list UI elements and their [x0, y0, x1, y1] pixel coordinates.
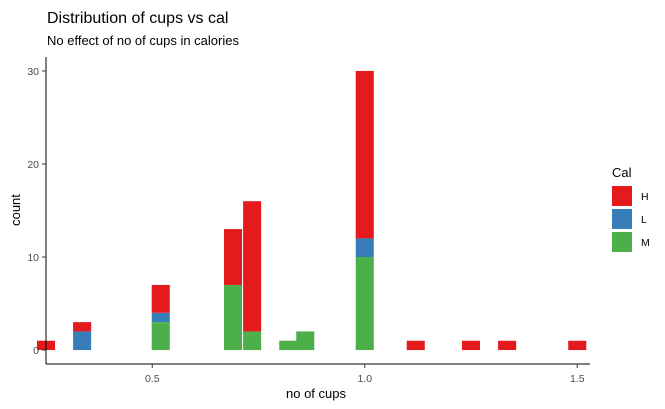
legend-swatch-M — [612, 232, 632, 252]
y-tick-label: 20 — [27, 159, 39, 171]
y-tick-label: 30 — [27, 66, 39, 78]
bars-layer — [36, 70, 587, 351]
x-axis-ticks: 0.5 1.0 1.5 — [145, 364, 585, 385]
bar-segment-M — [243, 331, 262, 351]
bar-segment-L — [73, 331, 92, 351]
bar-segment-L — [355, 238, 374, 258]
legend-label-M: M — [641, 237, 650, 249]
x-tick-label: 1.5 — [570, 373, 585, 385]
bar-segment-M — [296, 331, 315, 351]
x-tick-label: 0.5 — [145, 373, 160, 385]
x-tick-label: 1.0 — [357, 373, 372, 385]
bar-segment-H — [461, 340, 481, 351]
bar-segment-L — [151, 312, 170, 323]
y-axis-ticks: 0 10 20 30 — [27, 66, 46, 357]
legend-label-H: H — [641, 191, 649, 203]
bar-segment-H — [568, 340, 587, 351]
y-tick-label: 0 — [33, 345, 39, 357]
bar-segment-M — [223, 284, 243, 351]
bar-segment-H — [498, 340, 517, 351]
legend-title: Cal — [612, 165, 632, 180]
bar-segment-H — [223, 229, 243, 285]
bar-segment-M — [355, 257, 374, 351]
legend-swatch-H — [612, 186, 632, 206]
bar-segment-M — [151, 322, 170, 351]
y-tick-label: 10 — [27, 252, 39, 264]
legend-swatch-L — [612, 209, 632, 229]
bar-segment-H — [151, 284, 170, 313]
bar-segment-H — [406, 340, 425, 351]
bar-segment-H — [243, 201, 262, 332]
y-axis-title: count — [8, 194, 23, 226]
x-axis-title: no of cups — [286, 386, 346, 401]
bar-segment-H — [355, 70, 374, 239]
bar-segment-M — [279, 340, 298, 351]
legend-label-L: L — [641, 214, 647, 226]
chart-title: Distribution of cups vs cal — [47, 10, 228, 27]
bar-segment-H — [73, 322, 92, 332]
chart-subtitle: No effect of no of cups in calories — [47, 33, 239, 48]
legend: Cal HLM — [612, 165, 650, 252]
